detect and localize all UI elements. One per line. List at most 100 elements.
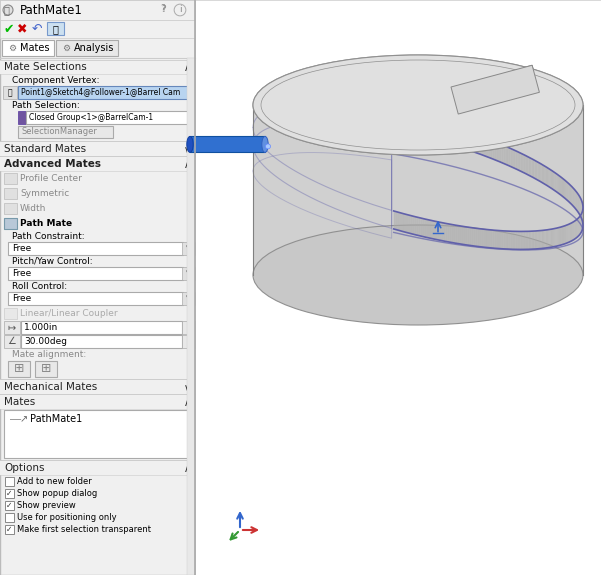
Bar — [18, 111, 26, 124]
Text: i: i — [178, 6, 182, 14]
Polygon shape — [522, 231, 523, 250]
Polygon shape — [561, 227, 562, 245]
Text: Free: Free — [12, 269, 31, 278]
Text: ∧: ∧ — [183, 63, 191, 73]
Polygon shape — [566, 181, 567, 200]
Polygon shape — [427, 220, 429, 238]
Polygon shape — [466, 227, 468, 245]
Polygon shape — [398, 212, 400, 231]
Polygon shape — [549, 229, 551, 247]
Bar — [4, 321, 20, 334]
Text: ✓: ✓ — [7, 525, 13, 534]
Bar — [0, 157, 195, 171]
Text: Symmetric: Symmetric — [20, 189, 69, 198]
Polygon shape — [530, 158, 531, 177]
Polygon shape — [423, 118, 425, 137]
Text: ✓: ✓ — [7, 489, 13, 498]
Polygon shape — [548, 229, 549, 248]
Polygon shape — [463, 131, 466, 149]
Text: 30.00deg: 30.00deg — [24, 337, 67, 346]
Polygon shape — [512, 231, 514, 250]
Text: ∧: ∧ — [183, 160, 191, 170]
Polygon shape — [558, 175, 559, 194]
Polygon shape — [564, 226, 565, 244]
Bar — [5, 477, 14, 486]
Polygon shape — [451, 224, 454, 243]
Bar — [0, 380, 195, 394]
Polygon shape — [402, 114, 404, 132]
Polygon shape — [472, 133, 474, 152]
Circle shape — [3, 5, 13, 15]
Bar — [451, 65, 539, 114]
Polygon shape — [543, 230, 545, 248]
Polygon shape — [547, 167, 548, 186]
Polygon shape — [559, 175, 560, 194]
Polygon shape — [491, 230, 493, 248]
Polygon shape — [400, 113, 402, 132]
Bar — [56, 40, 118, 56]
Polygon shape — [500, 231, 502, 249]
Text: ?: ? — [162, 6, 166, 14]
Text: Make first selection transparent: Make first selection transparent — [17, 525, 151, 534]
Polygon shape — [431, 121, 433, 139]
Polygon shape — [454, 225, 456, 243]
Polygon shape — [516, 231, 517, 250]
Text: ✔: ✔ — [4, 22, 14, 36]
Polygon shape — [537, 162, 539, 181]
Polygon shape — [502, 144, 504, 163]
Polygon shape — [510, 148, 512, 167]
Bar — [8, 242, 183, 255]
Polygon shape — [534, 160, 536, 179]
Polygon shape — [517, 231, 519, 250]
Bar — [195, 0, 601, 575]
Ellipse shape — [253, 225, 583, 325]
Text: ▾: ▾ — [187, 342, 190, 347]
Polygon shape — [475, 228, 477, 247]
Polygon shape — [404, 114, 406, 133]
Polygon shape — [525, 231, 527, 250]
Text: Profile Center: Profile Center — [20, 174, 82, 183]
Polygon shape — [394, 211, 395, 229]
Polygon shape — [520, 153, 522, 172]
Polygon shape — [444, 124, 445, 143]
Bar — [4, 188, 17, 199]
Text: ∨: ∨ — [183, 145, 191, 155]
Polygon shape — [463, 227, 466, 245]
Polygon shape — [568, 224, 569, 243]
Polygon shape — [561, 177, 562, 196]
Text: Path Constraint:: Path Constraint: — [12, 232, 85, 241]
Polygon shape — [528, 157, 530, 176]
Text: ⚙: ⚙ — [8, 44, 16, 52]
Polygon shape — [575, 190, 576, 209]
Ellipse shape — [187, 136, 193, 152]
Bar — [182, 335, 195, 348]
Text: ▼: ▼ — [186, 270, 191, 277]
Polygon shape — [575, 220, 576, 239]
Polygon shape — [406, 114, 408, 133]
Polygon shape — [573, 221, 574, 240]
Polygon shape — [487, 229, 489, 248]
Bar — [182, 321, 195, 334]
Polygon shape — [509, 148, 510, 166]
Text: 📏: 📏 — [8, 88, 12, 97]
Polygon shape — [456, 128, 457, 147]
Bar — [4, 218, 17, 229]
Bar — [182, 267, 195, 280]
Polygon shape — [410, 116, 412, 134]
Text: PathMate1: PathMate1 — [30, 414, 82, 424]
Polygon shape — [510, 231, 512, 250]
Polygon shape — [462, 130, 463, 148]
Polygon shape — [507, 231, 509, 249]
Polygon shape — [416, 217, 418, 236]
Polygon shape — [450, 126, 451, 144]
Bar — [21, 321, 182, 334]
Polygon shape — [495, 141, 496, 160]
Text: Roll Control:: Roll Control: — [12, 282, 67, 291]
Text: ▾: ▾ — [187, 328, 190, 332]
Bar — [182, 292, 195, 305]
Polygon shape — [423, 218, 425, 237]
Text: ▼: ▼ — [186, 296, 191, 301]
Text: Add to new folder: Add to new folder — [17, 477, 92, 486]
Text: ▴: ▴ — [187, 336, 190, 342]
Polygon shape — [523, 231, 525, 250]
